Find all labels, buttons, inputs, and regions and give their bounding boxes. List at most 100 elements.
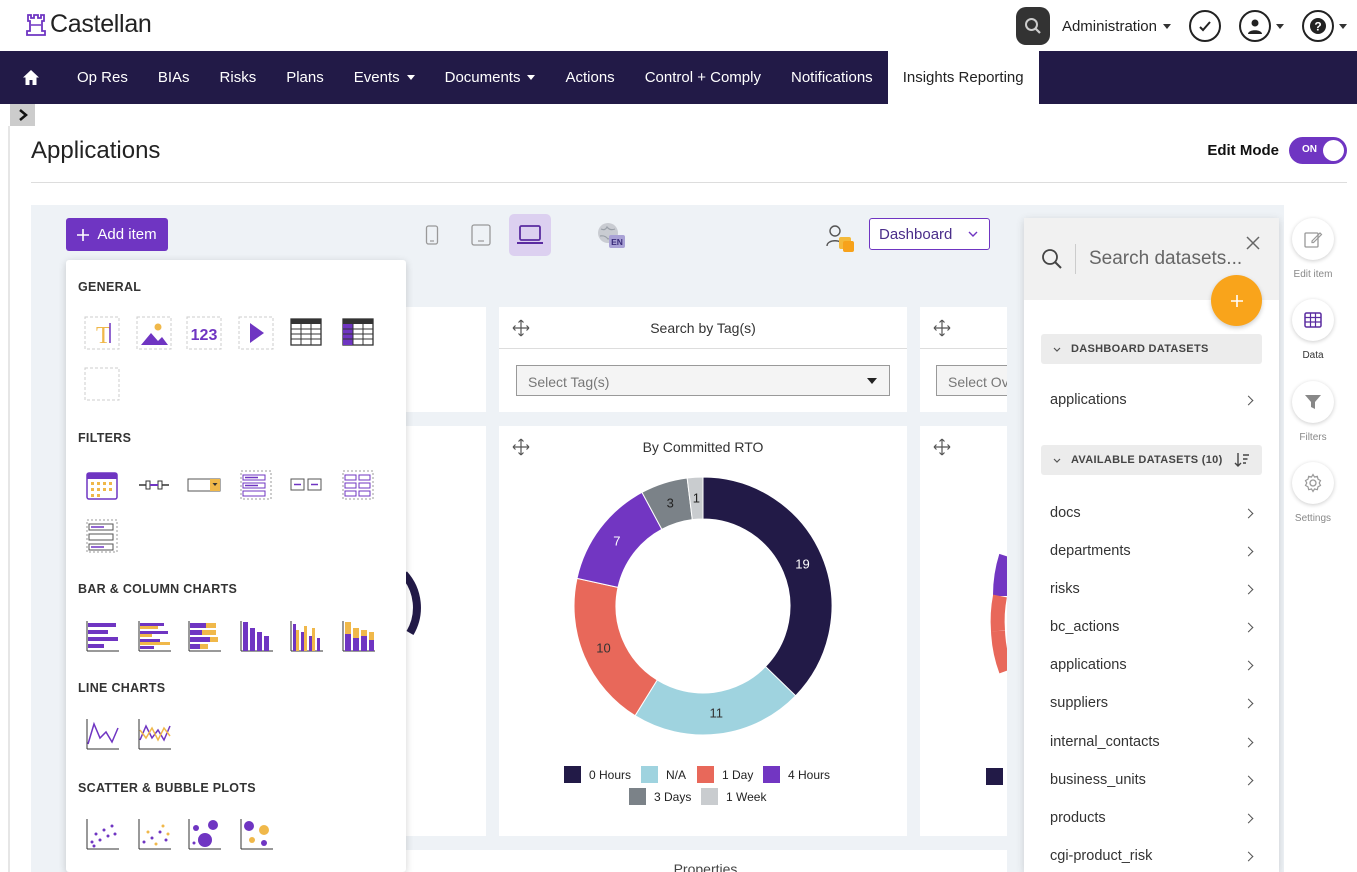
form-filter-icon[interactable] [84, 518, 120, 554]
mobile-view-button[interactable] [411, 214, 453, 256]
pivot-table-widget-icon[interactable] [340, 315, 376, 351]
available-datasets-header[interactable]: AVAILABLE DATASETS (10) [1041, 445, 1262, 475]
column-chart-icon[interactable] [238, 618, 274, 654]
language-icon[interactable]: EN [597, 222, 627, 255]
text-widget-icon[interactable]: T [84, 315, 120, 351]
tag-select[interactable]: Select Tag(s) [516, 365, 890, 396]
dashboard-datasets-header[interactable]: DASHBOARD DATASETS [1041, 334, 1262, 364]
image-widget-icon[interactable] [136, 315, 172, 351]
multi-list-filter-icon[interactable] [340, 467, 376, 503]
filters-button[interactable] [1292, 381, 1334, 423]
multi-bubble-chart-icon[interactable] [238, 816, 274, 852]
chevron-right-icon [1243, 546, 1254, 556]
chevron-down-icon [1053, 458, 1061, 463]
dataset-search-input[interactable]: Search datasets... [1089, 248, 1243, 269]
dataset-item[interactable]: risks [1050, 581, 1256, 597]
donut-slice[interactable] [686, 476, 704, 521]
move-icon[interactable] [933, 438, 951, 461]
horizontal-bar-chart-icon[interactable] [84, 618, 120, 654]
main-nav: Op Res BIAs Risks Plans Events Documents… [0, 51, 1357, 104]
sort-icon[interactable] [1234, 452, 1250, 468]
nav-bias[interactable]: BIAs [143, 51, 205, 104]
close-icon[interactable] [1246, 236, 1260, 250]
nav-control-comply[interactable]: Control + Comply [630, 51, 776, 104]
table-widget-icon[interactable] [288, 315, 324, 351]
data-button[interactable] [1292, 299, 1334, 341]
tasks-check-icon[interactable] [1189, 10, 1221, 42]
nav-insights-reporting[interactable]: Insights Reporting [887, 51, 1039, 104]
multi-line-chart-icon[interactable] [136, 716, 172, 752]
nav-notifications[interactable]: Notifications [776, 51, 888, 104]
donut-slice[interactable] [702, 476, 833, 697]
widget-header: By Committed RTO [499, 426, 907, 468]
help-menu[interactable]: ? [1302, 10, 1347, 42]
tablet-view-button[interactable] [460, 214, 502, 256]
slice-data-label: 3 [667, 496, 674, 511]
dataset-panel: Search datasets... DASHBOARD DATASETS ap… [1024, 218, 1279, 872]
search-icon [1024, 18, 1041, 34]
video-widget-icon[interactable] [238, 315, 274, 351]
sidebar-toggle-button[interactable] [10, 104, 35, 126]
filter-select[interactable]: Select Ov [936, 365, 1007, 396]
desktop-view-button[interactable] [509, 214, 551, 256]
nav-documents[interactable]: Documents [430, 51, 551, 104]
blank-widget-icon[interactable] [84, 366, 120, 402]
legend-item[interactable]: 0 Hours [564, 766, 631, 783]
dashboard-select[interactable]: Dashboard [869, 218, 990, 250]
nav-op-res[interactable]: Op Res [62, 51, 143, 104]
number-widget-icon[interactable]: 123 [186, 315, 222, 351]
nav-events[interactable]: Events [339, 51, 430, 104]
global-search-button[interactable] [1015, 7, 1050, 45]
dataset-item[interactable]: cgi-product_risk [1050, 848, 1256, 864]
add-item-button[interactable]: Add item [66, 218, 168, 251]
dataset-item[interactable]: internal_contacts [1050, 734, 1256, 750]
range-slider-filter-icon[interactable] [136, 467, 172, 503]
dataset-item[interactable]: docs [1050, 505, 1256, 521]
donut-slice[interactable] [573, 577, 658, 717]
castellan-logo[interactable]: Castellan [26, 10, 152, 39]
user-menu[interactable] [1239, 10, 1284, 42]
date-filter-icon[interactable] [84, 467, 120, 503]
dropdown-filter-icon[interactable] [186, 467, 222, 503]
dataset-item[interactable]: products [1050, 810, 1256, 826]
nav-home[interactable] [0, 51, 62, 104]
edit-icon [1304, 232, 1323, 248]
list-filter-icon[interactable] [238, 467, 274, 503]
multi-scatter-plot-icon[interactable] [136, 816, 172, 852]
legend-item[interactable]: 4 Hours [763, 766, 830, 783]
dataset-item[interactable]: applications [1050, 392, 1256, 408]
scatter-plot-icon[interactable] [84, 816, 120, 852]
nav-risks[interactable]: Risks [205, 51, 272, 104]
add-dataset-button[interactable] [1211, 275, 1262, 326]
dataset-item[interactable]: bc_actions [1050, 619, 1256, 635]
line-chart-icon[interactable] [84, 716, 120, 752]
donut-slice[interactable] [634, 665, 797, 736]
stacked-column-chart-icon[interactable] [340, 618, 376, 654]
move-icon[interactable] [512, 319, 530, 342]
grouped-column-chart-icon[interactable] [288, 618, 324, 654]
dataset-item[interactable]: business_units [1050, 772, 1256, 788]
dataset-label: departments [1050, 543, 1131, 559]
legend-item[interactable]: N/A [641, 766, 686, 783]
dataset-item[interactable]: suppliers [1050, 695, 1256, 711]
edit-item-button[interactable] [1292, 218, 1334, 260]
partial-chart [986, 553, 1007, 785]
user-share-icon[interactable] [826, 224, 856, 259]
stacked-horizontal-bar-chart-icon[interactable] [186, 618, 222, 654]
legend-item[interactable]: 1 Day [697, 766, 753, 783]
grouped-horizontal-bar-chart-icon[interactable] [136, 618, 172, 654]
legend-item[interactable]: 3 Days [629, 788, 691, 805]
administration-menu[interactable]: Administration [1062, 18, 1171, 35]
edit-mode-toggle[interactable]: ON [1289, 137, 1347, 164]
nav-actions[interactable]: Actions [550, 51, 629, 104]
phone-icon [425, 225, 439, 245]
bubble-chart-icon[interactable] [186, 816, 222, 852]
move-icon[interactable] [512, 438, 530, 461]
settings-button[interactable] [1292, 462, 1334, 504]
legend-item[interactable]: 1 Week [701, 788, 766, 805]
button-filter-icon[interactable] [288, 467, 324, 503]
nav-plans[interactable]: Plans [271, 51, 339, 104]
dataset-item[interactable]: applications [1050, 657, 1256, 673]
dataset-item[interactable]: departments [1050, 543, 1256, 559]
move-icon[interactable] [933, 319, 951, 342]
